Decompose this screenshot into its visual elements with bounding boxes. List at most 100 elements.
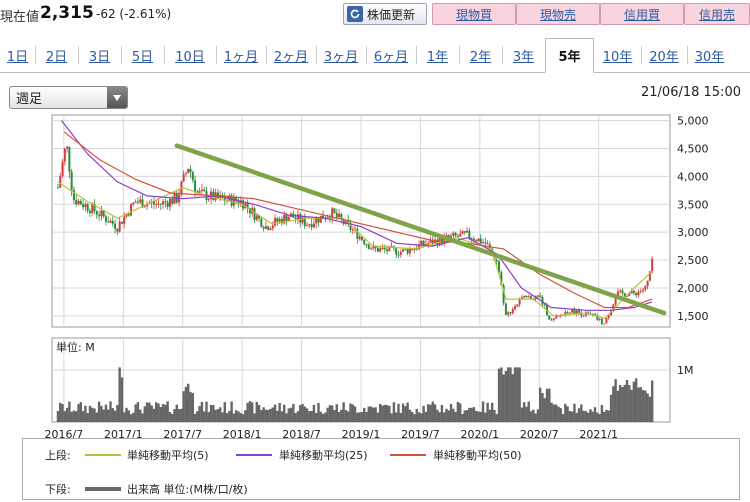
margin-sell-button[interactable]: 信用売 xyxy=(684,3,750,25)
candle-body xyxy=(264,226,267,229)
volume-bar xyxy=(577,408,581,422)
price-tick-label: 5,000 xyxy=(677,115,709,128)
margin-buy-button[interactable]: 信用買 xyxy=(600,3,684,25)
ma25-line xyxy=(61,120,653,311)
candle-body xyxy=(642,289,645,292)
volume-bar xyxy=(161,404,165,422)
refresh-price-button[interactable]: 株価更新 xyxy=(343,3,427,25)
candle-body xyxy=(379,248,382,252)
candle-body xyxy=(514,306,517,310)
period-tab[interactable]: 1ヶ月 xyxy=(223,49,259,65)
volume-bar xyxy=(182,391,185,422)
candle-body xyxy=(637,291,640,296)
volume-bar xyxy=(287,408,290,422)
candle-body xyxy=(123,216,126,224)
volume-bar xyxy=(70,411,73,422)
period-tab[interactable]: 5年 xyxy=(545,38,594,73)
volume-bar xyxy=(257,405,261,422)
period-tab[interactable]: 1日 xyxy=(6,49,29,65)
volume-bar xyxy=(648,396,652,422)
volume-bar xyxy=(397,403,400,422)
volume-bar xyxy=(216,409,220,422)
candle-body xyxy=(98,214,101,217)
volume-bar xyxy=(191,392,194,422)
volume-bar xyxy=(559,408,562,422)
volume-bar xyxy=(580,404,583,422)
candle-body xyxy=(527,296,530,298)
candle-body xyxy=(580,312,583,316)
candle-body xyxy=(342,219,345,224)
candle-body xyxy=(374,245,377,248)
period-tab[interactable]: 30年 xyxy=(694,49,725,65)
period-tab[interactable]: 3日 xyxy=(88,49,111,65)
candle-body xyxy=(280,218,283,224)
volume-bar xyxy=(292,403,295,422)
candle-body xyxy=(200,189,203,191)
candle-body xyxy=(434,239,437,244)
period-tab[interactable]: 2年 xyxy=(469,49,492,65)
period-tab[interactable]: 1年 xyxy=(426,49,449,65)
volume-bar xyxy=(561,414,565,422)
volume-bar xyxy=(267,409,270,422)
current-price-label: 現在値 xyxy=(0,10,40,25)
volume-bar xyxy=(541,393,544,422)
volume-bar xyxy=(214,409,217,422)
period-tab[interactable]: 2ヶ月 xyxy=(273,49,309,65)
period-tab[interactable]: 3年 xyxy=(512,49,535,65)
period-tab[interactable]: 6ヶ月 xyxy=(373,49,409,65)
volume-bar xyxy=(319,411,322,422)
volume-bar xyxy=(344,410,348,422)
candle-body xyxy=(397,254,400,256)
volume-bar xyxy=(221,412,224,422)
period-tab[interactable]: 10日 xyxy=(175,49,205,65)
volume-bar xyxy=(506,367,510,422)
candle-body xyxy=(422,240,425,246)
candle-body xyxy=(372,245,375,249)
date-tick-label: 2018/1 xyxy=(223,428,262,440)
candle-body xyxy=(335,212,338,218)
date-axis-ticks: 2016/7 2017/1 2017/7 2018/1 2018/7 2019/1 2019… xyxy=(45,428,619,440)
period-tab[interactable]: 5日 xyxy=(131,49,154,65)
volume-bar xyxy=(516,367,519,422)
candle-body xyxy=(66,146,69,149)
volume-bar xyxy=(75,411,78,422)
ma5-line xyxy=(57,181,653,320)
volume-bar xyxy=(315,412,318,422)
period-tab[interactable]: 20年 xyxy=(649,49,679,65)
volume-bar xyxy=(72,410,76,422)
candle-body xyxy=(315,218,318,224)
tab-divider xyxy=(35,46,36,64)
candle-body xyxy=(134,201,137,203)
volume-bar xyxy=(532,409,535,422)
volume-bar xyxy=(123,412,126,422)
volume-bar xyxy=(118,367,121,422)
period-tab[interactable]: 10年 xyxy=(602,49,633,65)
candle-body xyxy=(70,171,73,190)
volume-bar xyxy=(166,401,169,422)
legend-ma50: 単純移動平均(50) xyxy=(433,449,522,462)
candle-body xyxy=(626,295,629,297)
candle-body xyxy=(607,315,610,318)
cash-sell-button[interactable]: 現物売 xyxy=(516,3,600,25)
interval-select[interactable]: 週足 xyxy=(9,86,128,109)
volume-bar xyxy=(520,407,524,422)
volume-bar xyxy=(95,412,98,422)
cash-buy-button[interactable]: 現物買 xyxy=(432,3,516,25)
volume-tick-1m: 1M xyxy=(677,364,694,377)
volume-bar xyxy=(614,379,617,422)
candle-body xyxy=(239,200,242,205)
volume-bar xyxy=(278,402,281,422)
candle-body xyxy=(644,286,647,290)
period-tab[interactable]: 2日 xyxy=(45,49,68,65)
candle-body xyxy=(79,200,82,205)
volume-bar xyxy=(187,383,190,422)
volume-bar xyxy=(449,404,453,422)
volume-bar xyxy=(351,404,354,422)
period-tab[interactable]: 3ヶ月 xyxy=(323,49,359,65)
price-tick-label: 3,500 xyxy=(677,198,709,211)
refresh-price-label: 株価更新 xyxy=(367,7,416,22)
volume-bar xyxy=(602,411,606,422)
volume-bar xyxy=(458,403,462,422)
volume-bar xyxy=(305,408,309,422)
volume-bar xyxy=(426,404,430,422)
